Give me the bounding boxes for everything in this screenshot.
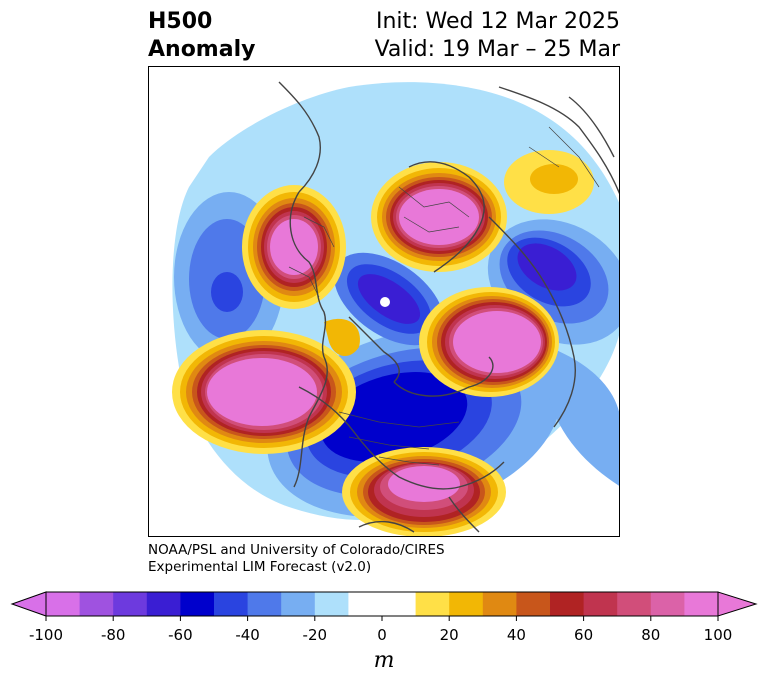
colorbar-ticks: -100 -80 -60 -40 -20 0 20 40 60 80 100 — [0, 626, 768, 646]
map-dates: Init: Wed 12 Mar 2025 Valid: 19 Mar – 25… — [375, 8, 620, 64]
colorbar-segment — [348, 592, 383, 616]
colorbar-extend-high — [717, 591, 758, 617]
colorbar-segment — [180, 592, 215, 616]
colorbar-segment — [415, 592, 450, 616]
colorbar-segment — [650, 592, 685, 616]
colorbar-segment — [247, 592, 282, 616]
colorbar-segment — [214, 592, 249, 616]
init-date: Init: Wed 12 Mar 2025 — [375, 9, 620, 34]
colorbar-segment — [449, 592, 484, 616]
pos-center-north-atlantic — [172, 330, 356, 454]
colorbar-tick-label: -80 — [100, 626, 126, 644]
colorbar-tick-label: -20 — [302, 626, 328, 644]
map-canvas — [149, 81, 619, 536]
colorbar-segment — [79, 592, 114, 616]
colorbar-segment — [617, 592, 652, 616]
credit-line-1: NOAA/PSL and University of Colorado/CIRE… — [148, 542, 445, 558]
credit-text: NOAA/PSL and University of Colorado/CIRE… — [148, 542, 445, 576]
colorbar-segment — [146, 592, 181, 616]
colorbar-segment — [113, 592, 148, 616]
valid-range: Valid: 19 Mar – 25 Mar — [374, 37, 620, 62]
colorbar-tick-label: 0 — [377, 626, 387, 644]
colorbar-segment — [281, 592, 316, 616]
colorbar-segment — [516, 592, 551, 616]
colorbar-tick-label: 80 — [641, 626, 661, 644]
colorbar-unit: m — [373, 648, 395, 673]
colorbar-tick-label: -100 — [28, 626, 64, 644]
colorbar-tick-label: 100 — [703, 626, 733, 644]
credit-line-2: Experimental LIM Forecast (v2.0) — [148, 559, 372, 575]
colorbar-segment — [46, 592, 81, 616]
title-type: Anomaly — [148, 37, 256, 62]
coastlines — [278, 81, 619, 533]
pos-center-siberia — [371, 162, 507, 272]
neg-band-east — [549, 347, 619, 486]
colorbar-segment — [482, 592, 517, 616]
neg-center-arctic — [334, 252, 444, 346]
colorbar-segment — [382, 592, 417, 616]
colorbar-segment — [314, 592, 349, 616]
colorbar-tick-label: -60 — [168, 626, 193, 644]
colorbar-tick-label: -40 — [235, 626, 260, 644]
colorbar-tick-label: 20 — [439, 626, 459, 644]
colorbar-segment — [583, 592, 618, 616]
map-title: H500 Anomaly — [148, 8, 255, 64]
colorbar-tick-label: 60 — [574, 626, 594, 644]
pos-center-arctic-ne — [504, 150, 594, 214]
pos-tongue-europe — [324, 318, 360, 357]
colorbar-segment — [684, 592, 719, 616]
pos-center-east-asia — [419, 287, 559, 397]
title-variable: H500 — [148, 9, 213, 34]
colorbar — [10, 591, 758, 621]
country-borders — [288, 126, 600, 466]
colorbar-extend-low — [10, 591, 47, 617]
anomaly-map — [148, 66, 620, 537]
colorbar-tick-label: 40 — [506, 626, 526, 644]
neg-anomaly-wash-north — [273, 85, 492, 164]
colorbar-segment — [550, 592, 585, 616]
